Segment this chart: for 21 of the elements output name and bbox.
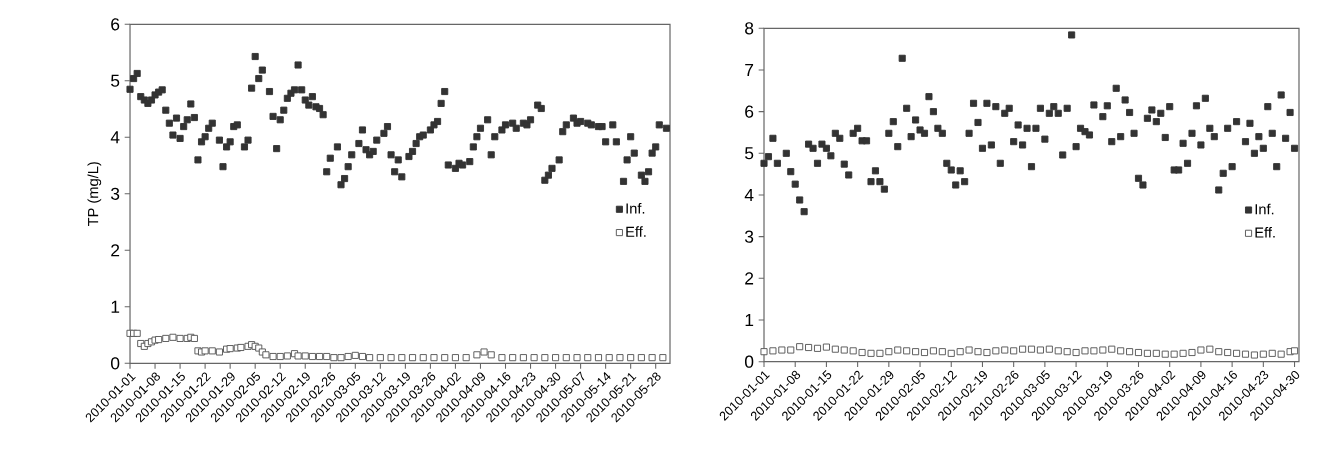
legend-label: Inf. (1255, 203, 1274, 215)
legend-label: Eff. (1255, 227, 1275, 238)
y-tick-label: 6 (745, 105, 754, 118)
y-tick-label: 2 (111, 244, 120, 257)
y-tick-label: 1 (111, 300, 120, 313)
y-tick-label: 6 (111, 18, 120, 31)
y-axis-title: TP (mg/L) (87, 162, 102, 227)
y-tick-label: 0 (744, 355, 754, 368)
y-tick-label: 7 (745, 64, 754, 76)
y-tick-label: 3 (744, 230, 754, 243)
legend-label: Inf. (626, 202, 645, 214)
y-tick-label: 5 (111, 74, 120, 87)
y-tick-label: 2 (745, 272, 754, 285)
y-tick-label: 3 (111, 187, 120, 200)
y-tick-label: 5 (745, 147, 754, 160)
y-tick-label: 1 (745, 314, 754, 326)
y-tick-label: 8 (745, 22, 754, 35)
y-tick-label: 4 (744, 189, 754, 201)
y-tick-label: 0 (111, 357, 120, 370)
y-tick-label: 4 (110, 131, 120, 144)
legend-label: Eff. (626, 226, 646, 237)
